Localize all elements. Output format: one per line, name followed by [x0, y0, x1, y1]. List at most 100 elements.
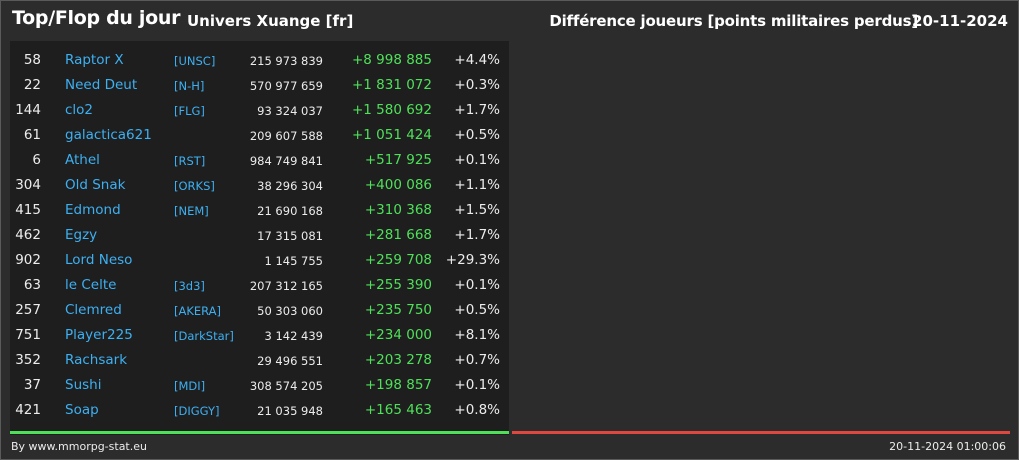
player-total-points: 1 145 755 — [264, 254, 323, 268]
player-total-points: 984 749 841 — [249, 154, 323, 168]
player-name-link[interactable]: Player225 — [65, 327, 133, 343]
alliance-tag-link[interactable]: [AKERA] — [174, 304, 222, 318]
table-row: 304 Old Snak [ORKS] 38 296 304 +400 086 +1.1% — [10, 173, 509, 198]
points-difference: +165 463 — [364, 402, 432, 418]
top-panel — [10, 41, 509, 435]
points-difference: +203 278 — [364, 352, 432, 368]
player-name-link[interactable]: Sushi — [65, 377, 102, 393]
player-rank: 421 — [15, 402, 41, 418]
table-row: 751 Player225 [DarkStar] 3 142 439 +234 000 +… — [10, 323, 509, 348]
percent-change: +1.5% — [454, 202, 500, 218]
player-rank: 144 — [15, 102, 41, 118]
player-total-points: 29 496 551 — [257, 354, 323, 368]
player-total-points: 17 315 081 — [257, 229, 323, 243]
percent-change: +1.7% — [454, 227, 500, 243]
player-name-link[interactable]: Need Deut — [65, 77, 138, 93]
percent-change: +0.5% — [454, 127, 500, 143]
player-total-points: 38 296 304 — [257, 179, 323, 193]
points-difference: +310 368 — [364, 202, 432, 218]
player-name-link[interactable]: Clemred — [65, 302, 122, 318]
points-difference: +8 998 885 — [351, 52, 432, 68]
alliance-tag-link[interactable]: [NEM] — [174, 204, 209, 218]
alliance-tag-link[interactable]: [MDI] — [174, 379, 206, 393]
table-row: 144 clo2 [FLG] 93 324 037 +1 580 692 +1.7% — [10, 98, 509, 123]
alliance-tag-link[interactable]: [RST] — [174, 154, 206, 168]
alliance-tag-link[interactable]: [UNSC] — [174, 54, 216, 68]
player-total-points: 21 035 948 — [257, 404, 323, 418]
generated-timestamp: 20-11-2024 01:00:06 — [889, 440, 1006, 453]
player-rank: 58 — [23, 52, 41, 68]
player-rank: 751 — [15, 327, 41, 343]
player-name-link[interactable]: Athel — [65, 152, 100, 168]
page-title: Top/Flop du jour — [12, 7, 181, 29]
player-total-points: 209 607 588 — [249, 129, 323, 143]
points-difference: +1 051 424 — [351, 127, 432, 143]
player-name-link[interactable]: galactica621 — [65, 127, 152, 143]
player-rank: 415 — [15, 202, 41, 218]
player-rank: 22 — [23, 77, 41, 93]
player-total-points: 308 574 205 — [249, 379, 323, 393]
player-rank: 352 — [15, 352, 41, 368]
points-difference: +255 390 — [364, 277, 432, 293]
player-rank: 61 — [23, 127, 41, 143]
player-rank: 304 — [15, 177, 41, 193]
table-row: 415 Edmond [NEM] 21 690 168 +310 368 +1.5% — [10, 198, 509, 223]
percent-change: +0.7% — [454, 352, 500, 368]
percent-change: +4.4% — [454, 52, 500, 68]
table-row: 37 Sushi [MDI] 308 574 205 +198 857 +0.1% — [10, 373, 509, 398]
player-name-link[interactable]: Lord Neso — [65, 252, 133, 268]
player-total-points: 50 303 060 — [257, 304, 323, 318]
alliance-tag-link[interactable]: [FLG] — [174, 104, 205, 118]
player-rank: 6 — [32, 152, 41, 168]
percent-change: +0.1% — [454, 152, 500, 168]
points-difference: +400 086 — [364, 177, 432, 193]
table-row: 421 Soap [DIGGY] 21 035 948 +165 463 +0.8% — [10, 398, 509, 423]
player-total-points: 21 690 168 — [257, 204, 323, 218]
alliance-tag-link[interactable]: [3d3] — [174, 279, 205, 293]
player-rank: 37 — [23, 377, 41, 393]
player-rank: 902 — [15, 252, 41, 268]
player-name-link[interactable]: Raptor X — [65, 52, 124, 68]
alliance-tag-link[interactable]: [N-H] — [174, 79, 205, 93]
player-total-points: 215 973 839 — [249, 54, 323, 68]
table-row: 63 le Celte [3d3] 207 312 165 +255 390 +0.1% — [10, 273, 509, 298]
metric-subtitle: Différence joueurs [points militaires pe… — [549, 12, 918, 30]
percent-change: +1.7% — [454, 102, 500, 118]
percent-change: +0.1% — [454, 377, 500, 393]
points-difference: +281 668 — [364, 227, 432, 243]
player-name-link[interactable]: Edmond — [65, 202, 121, 218]
player-name-link[interactable]: Old Snak — [65, 177, 126, 193]
table-row: 462 Egzy 17 315 081 +281 668 +1.7% — [10, 223, 509, 248]
percent-change: +0.5% — [454, 302, 500, 318]
table-row: 61 galactica621 209 607 588 +1 051 424 +0.5% — [10, 123, 509, 148]
table-row: 257 Clemred [AKERA] 50 303 060 +235 750 +0.5% — [10, 298, 509, 323]
player-rank: 257 — [15, 302, 41, 318]
player-name-link[interactable]: Rachsark — [65, 352, 128, 368]
player-total-points: 3 142 439 — [264, 329, 323, 343]
percent-change: +1.1% — [454, 177, 500, 193]
alliance-tag-link[interactable]: [ORKS] — [174, 179, 215, 193]
player-name-link[interactable]: Soap — [65, 402, 99, 418]
player-rank: 63 — [23, 277, 41, 293]
points-difference: +234 000 — [364, 327, 432, 343]
header-date: 20-11-2024 — [912, 12, 1008, 30]
top-panel-bottom-divider — [10, 431, 509, 434]
alliance-tag-link[interactable]: [DIGGY] — [174, 404, 220, 418]
table-row: 6 Athel [RST] 984 749 841 +517 925 +0.1% — [10, 148, 509, 173]
table-row: 22 Need Deut [N-H] 570 977 659 +1 831 072 +0.… — [10, 73, 509, 98]
percent-change: +0.8% — [454, 402, 500, 418]
source-link[interactable]: By www.mmorpg-stat.eu — [11, 440, 147, 453]
universe-label: Univers Xuange [fr] — [187, 12, 354, 30]
percent-change: +0.3% — [454, 77, 500, 93]
player-total-points: 207 312 165 — [249, 279, 323, 293]
percent-change: +0.1% — [454, 277, 500, 293]
player-name-link[interactable]: Egzy — [65, 227, 98, 243]
flop-panel-bottom-divider — [512, 431, 1010, 434]
alliance-tag-link[interactable]: [DarkStar] — [174, 329, 234, 343]
player-name-link[interactable]: le Celte — [65, 277, 117, 293]
table-row: 352 Rachsark 29 496 551 +203 278 +0.7% — [10, 348, 509, 373]
player-name-link[interactable]: clo2 — [65, 102, 94, 118]
table-row: 58 Raptor X [UNSC] 215 973 839 +8 998 885 +4.… — [10, 48, 509, 73]
points-difference: +1 580 692 — [351, 102, 432, 118]
